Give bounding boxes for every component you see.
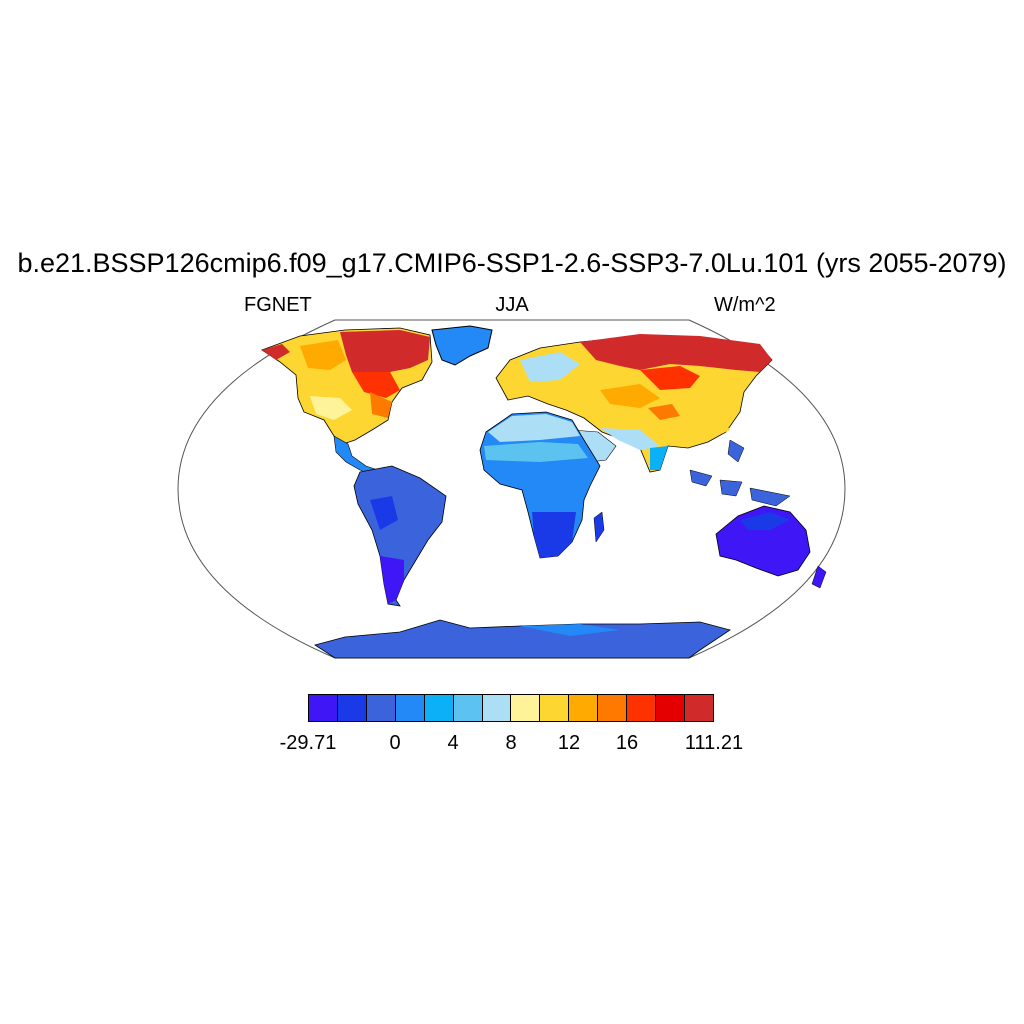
australia (715, 505, 811, 577)
colorbar-box (656, 695, 685, 721)
colorbar-tick-label: 0 (389, 732, 401, 754)
colorbar-box (627, 695, 657, 721)
colorbar-box (598, 695, 628, 721)
colorbar-box (453, 695, 483, 721)
antarctica (314, 619, 731, 659)
colorbar-box (511, 695, 541, 721)
units-label: W/m^2 (714, 294, 776, 316)
colorbar-tick-label: 4 (447, 732, 459, 754)
colorbar-tick-label: -29.71 (279, 732, 337, 754)
colorbar-box (337, 695, 367, 721)
south-america (353, 465, 447, 607)
eurasia (495, 334, 773, 473)
variable-label: FGNET (244, 294, 312, 316)
season-label: JJA (495, 294, 529, 316)
colorbar-tick-label: 111.21 (684, 732, 744, 754)
colorbar-box (424, 695, 454, 721)
greenland (431, 325, 493, 366)
colorbar-box (540, 695, 570, 721)
colorbar-box (482, 695, 512, 721)
colorbar-box (366, 695, 396, 721)
madagascar (593, 511, 605, 543)
north-america (261, 327, 433, 446)
map-title: b.e21.BSSP126cmip6.f09_g17.CMIP6-SSP1-2.… (17, 248, 1007, 278)
colorbar-box (569, 695, 599, 721)
colorbar-tick-label: 12 (557, 732, 581, 754)
colorbar-box (684, 695, 713, 721)
colorbar-tick-label: 16 (615, 732, 639, 754)
colorbar-tick-label: 8 (505, 732, 517, 754)
southeast-asia-islands (689, 439, 791, 507)
africa (479, 411, 601, 559)
new-zealand (811, 565, 827, 589)
colorbar-box (395, 695, 425, 721)
colorbar-box (309, 695, 338, 721)
colorbar (308, 694, 714, 722)
